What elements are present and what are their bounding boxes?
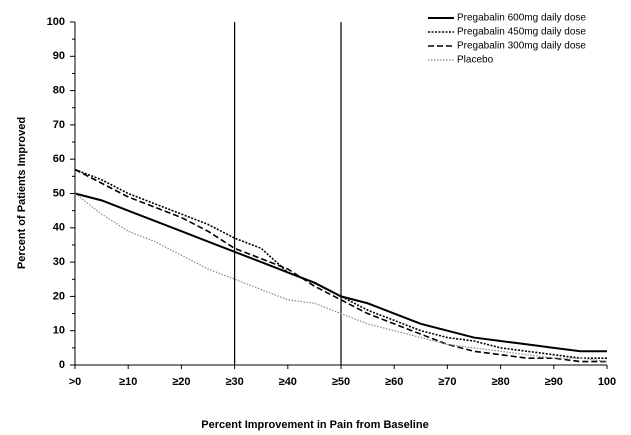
x-tick-label: ≥50 xyxy=(332,376,350,388)
x-tick-label: ≥10 xyxy=(119,376,137,388)
x-axis-label: Percent Improvement in Pain from Baselin… xyxy=(201,419,428,431)
x-tick-label: ≥30 xyxy=(225,376,243,388)
x-tick-label: >0 xyxy=(69,376,82,388)
y-tick-label: 100 xyxy=(47,16,65,28)
x-tick-label: ≥60 xyxy=(385,376,403,388)
legend-label: Pregabalin 450mg daily dose xyxy=(457,27,586,38)
series-line xyxy=(74,192,607,353)
y-tick-label: 30 xyxy=(53,256,65,268)
y-tick-label: 60 xyxy=(53,153,65,165)
series-line xyxy=(74,168,607,359)
x-tick-label: 100 xyxy=(598,376,616,388)
legend-label: Placebo xyxy=(457,55,494,66)
x-tick-label: ≥20 xyxy=(172,376,190,388)
legend-label: Pregabalin 600mg daily dose xyxy=(457,13,586,24)
y-tick-label: 10 xyxy=(53,325,65,337)
x-tick-label: ≥80 xyxy=(491,376,509,388)
y-tick-label: 80 xyxy=(53,85,65,97)
series-line xyxy=(74,193,608,363)
series-line xyxy=(74,168,607,363)
y-tick-label: 0 xyxy=(59,359,65,371)
x-tick-label: ≥40 xyxy=(279,376,297,388)
y-tick-label: 50 xyxy=(53,187,65,199)
y-axis-label: Percent of Patients Improved xyxy=(16,117,28,269)
y-tick-label: 90 xyxy=(53,50,65,62)
y-tick-label: 40 xyxy=(53,222,65,234)
legend-label: Pregabalin 300mg daily dose xyxy=(457,41,586,52)
y-tick-label: 70 xyxy=(53,119,65,131)
x-tick-label: ≥70 xyxy=(438,376,456,388)
x-tick-label: ≥90 xyxy=(545,376,563,388)
y-tick-label: 20 xyxy=(53,290,65,302)
